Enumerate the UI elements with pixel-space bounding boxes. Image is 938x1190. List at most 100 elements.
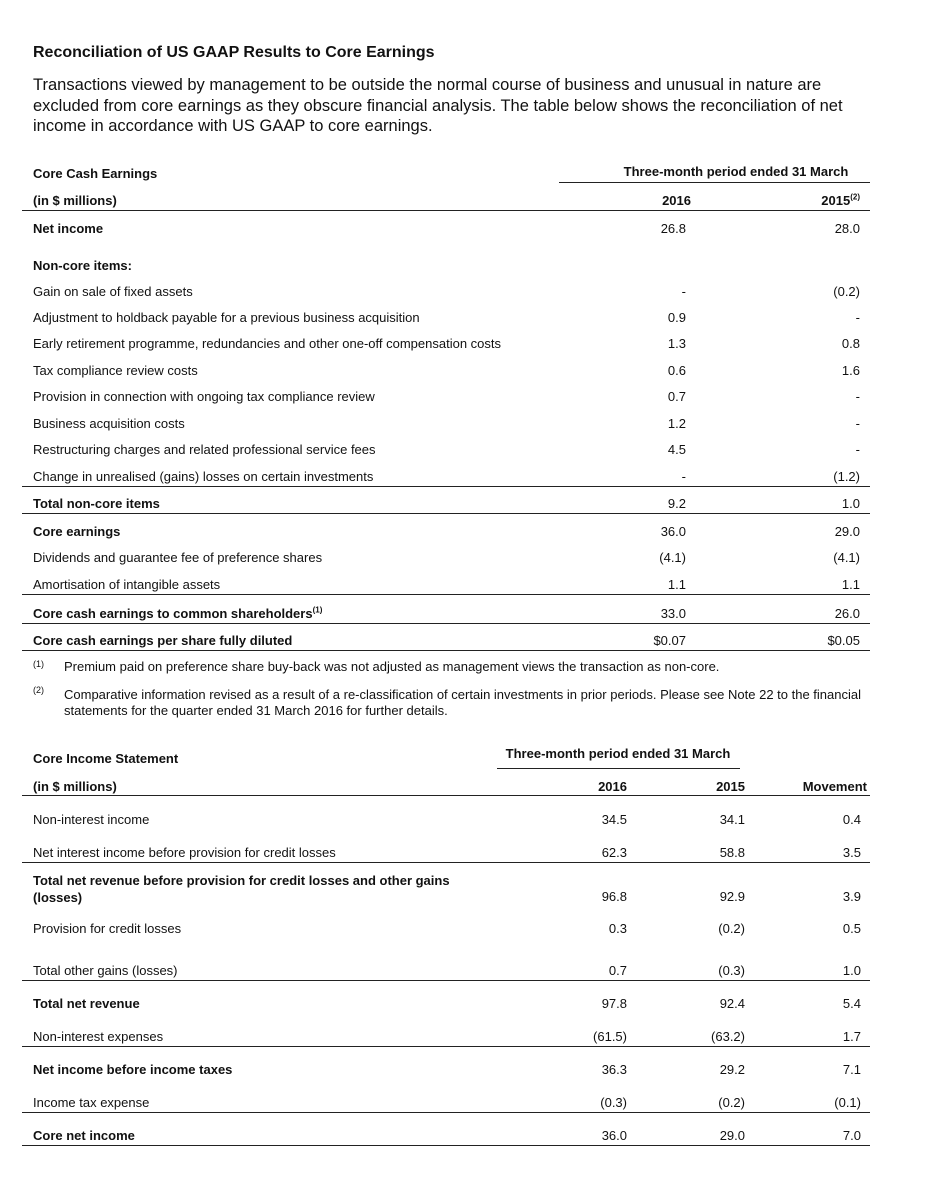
cell-value: (0.2) bbox=[833, 284, 860, 299]
rule bbox=[22, 623, 870, 624]
row-label: Restructuring charges and related profes… bbox=[33, 442, 376, 457]
units: (in $ millions) bbox=[33, 779, 117, 794]
period-header: Three-month period ended 31 March bbox=[505, 746, 731, 761]
cell-value: 0.9 bbox=[667, 310, 686, 325]
cell-value: (4.1) bbox=[833, 550, 860, 565]
cell-value: 36.0 bbox=[601, 1128, 627, 1143]
cell-value: 1.2 bbox=[667, 416, 686, 431]
rule bbox=[22, 486, 870, 487]
cell-value: 0.3 bbox=[608, 921, 627, 936]
cell-value: 0.6 bbox=[667, 363, 686, 378]
rule bbox=[497, 768, 740, 769]
cell-value: 96.8 bbox=[601, 889, 627, 904]
cell-value: 0.4 bbox=[842, 812, 861, 827]
units: (in $ millions) bbox=[33, 193, 117, 208]
cell-value: (1.2) bbox=[833, 469, 860, 484]
row-label: Core cash earnings to common shareholder… bbox=[33, 605, 323, 621]
rule bbox=[22, 650, 870, 651]
cell-value: 0.7 bbox=[667, 389, 686, 404]
cell-value: 3.9 bbox=[842, 889, 861, 904]
row-label: Core cash earnings per share fully dilut… bbox=[33, 633, 293, 648]
row-label: Gain on sale of fixed assets bbox=[33, 284, 193, 299]
cell-value: $0.05 bbox=[827, 633, 860, 648]
cell-value: 29.0 bbox=[834, 524, 860, 539]
cell-value: 33.0 bbox=[660, 606, 686, 621]
table-title: Core Cash Earnings bbox=[33, 166, 158, 181]
title: Reconciliation of US GAAP Results to Cor… bbox=[33, 44, 435, 61]
cell-value: 1.0 bbox=[841, 496, 860, 511]
cell-value: 3.5 bbox=[842, 845, 861, 860]
note-mark: (2) bbox=[850, 192, 860, 202]
cell-value: 92.9 bbox=[719, 889, 745, 904]
row-label: Business acquisition costs bbox=[33, 416, 185, 431]
cell-value: (0.3) bbox=[718, 963, 745, 978]
intro: Transactions viewed by management to be … bbox=[33, 76, 843, 135]
rule bbox=[22, 862, 870, 863]
cell-value: 1.7 bbox=[842, 1029, 861, 1044]
cell-value: 34.5 bbox=[601, 812, 627, 827]
row-label: Net interest income before provision for… bbox=[33, 845, 336, 860]
column-header: 2015(2) bbox=[821, 192, 860, 208]
row-label: Net income bbox=[33, 221, 104, 236]
cell-value: 0.7 bbox=[608, 963, 627, 978]
rule bbox=[22, 594, 870, 595]
cell-value: - bbox=[681, 284, 686, 299]
column-header: 2016 bbox=[598, 779, 627, 794]
cell-value: 34.1 bbox=[719, 812, 745, 827]
footnote-mark: (1) bbox=[33, 659, 44, 669]
row-label: Net income before income taxes bbox=[33, 1062, 233, 1077]
cell-value: - bbox=[681, 469, 686, 484]
cell-value: 5.4 bbox=[842, 996, 861, 1011]
cell-value: 1.1 bbox=[841, 577, 860, 592]
row-label: Amortisation of intangible assets bbox=[33, 577, 221, 592]
cell-value: (61.5) bbox=[593, 1029, 627, 1044]
row-label: Total net revenue bbox=[33, 996, 140, 1011]
cell-value: (0.3) bbox=[600, 1095, 627, 1110]
cell-value: (0.2) bbox=[718, 921, 745, 936]
cell-value: (0.2) bbox=[718, 1095, 745, 1110]
rule bbox=[22, 1046, 870, 1047]
cell-value: 0.8 bbox=[841, 336, 860, 351]
row-label: Change in unrealised (gains) losses on c… bbox=[33, 469, 374, 484]
row-label: Non-interest expenses bbox=[33, 1029, 164, 1044]
row-label: Early retirement programme, redundancies… bbox=[33, 336, 502, 351]
cell-value: 1.6 bbox=[841, 363, 860, 378]
row-label: Total net revenue before provision for c… bbox=[33, 873, 450, 905]
cell-value: - bbox=[855, 416, 860, 431]
cell-value: 36.0 bbox=[660, 524, 686, 539]
cell-value: - bbox=[855, 310, 860, 325]
period-header: Three-month period ended 31 March bbox=[623, 164, 849, 179]
cell-value: (0.1) bbox=[834, 1095, 861, 1110]
rule bbox=[22, 210, 870, 211]
rule bbox=[22, 980, 870, 981]
row-label: Dividends and guarantee fee of preferenc… bbox=[33, 550, 323, 565]
cell-value: 92.4 bbox=[719, 996, 745, 1011]
rule bbox=[22, 1145, 870, 1146]
rule bbox=[559, 182, 870, 183]
cell-value: 97.8 bbox=[601, 996, 627, 1011]
cell-value: - bbox=[855, 389, 860, 404]
cell-value: 7.1 bbox=[842, 1062, 861, 1077]
cell-value: 1.1 bbox=[667, 577, 686, 592]
rule bbox=[22, 1112, 870, 1113]
cell-value: - bbox=[855, 442, 860, 457]
footnote-mark: (2) bbox=[33, 685, 44, 695]
cell-value: 7.0 bbox=[842, 1128, 861, 1143]
cell-value: 0.5 bbox=[842, 921, 861, 936]
cell-value: 29.2 bbox=[719, 1062, 745, 1077]
cell-value: 1.3 bbox=[667, 336, 686, 351]
cell-value: 28.0 bbox=[834, 221, 860, 236]
cell-value: 1.0 bbox=[842, 963, 861, 978]
row-label: Core earnings bbox=[33, 524, 121, 539]
row-label: Tax compliance review costs bbox=[33, 363, 198, 378]
row-label: Total non-core items bbox=[33, 496, 160, 511]
cell-value: 36.3 bbox=[601, 1062, 627, 1077]
row-label: Provision for credit losses bbox=[33, 921, 182, 936]
cell-value: 9.2 bbox=[667, 496, 686, 511]
column-header: 2015 bbox=[716, 779, 745, 794]
row-label: Non-core items: bbox=[33, 258, 132, 273]
row-label: Adjustment to holdback payable for a pre… bbox=[33, 310, 420, 325]
cell-value: (63.2) bbox=[711, 1029, 745, 1044]
cell-value: 58.8 bbox=[719, 845, 745, 860]
